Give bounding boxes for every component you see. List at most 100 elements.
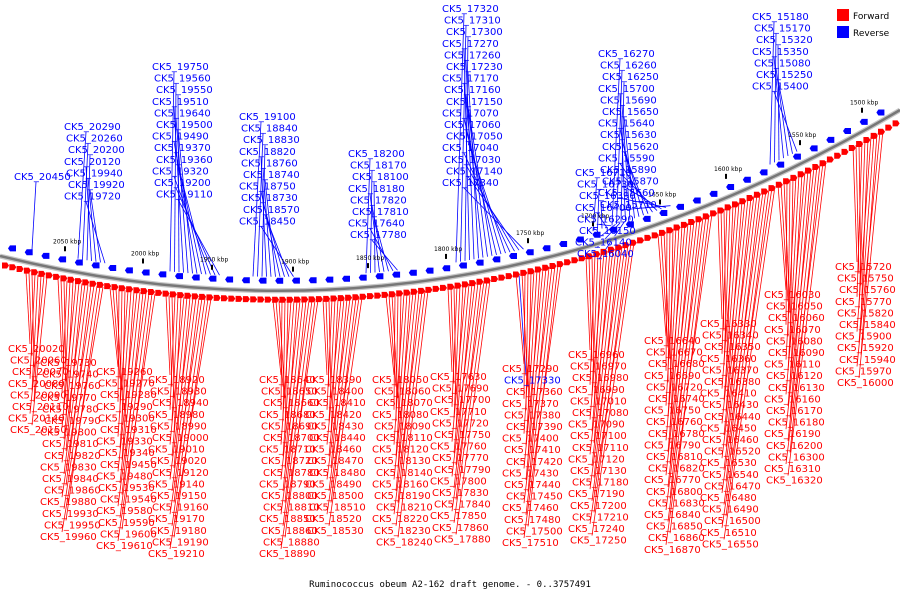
gene-label: CK5_16330 bbox=[700, 319, 757, 330]
reverse-gene-feature bbox=[24, 249, 33, 256]
gene-label: CK5_20080 bbox=[8, 379, 65, 390]
reverse-gene-feature bbox=[241, 277, 250, 284]
forward-gene-feature bbox=[323, 295, 331, 302]
gene-label: CK5_20150 bbox=[10, 425, 67, 436]
reverse-gene-feature bbox=[776, 161, 785, 168]
label-leader-line bbox=[451, 284, 467, 442]
gene-label: CK5_19510 bbox=[152, 97, 209, 108]
gene-label: CK5_18520 bbox=[305, 514, 362, 525]
gene-label: CK5_15080 bbox=[754, 58, 811, 69]
gene-label: CK5_19190 bbox=[152, 537, 209, 548]
gene-label: CK5_19820 bbox=[44, 451, 101, 462]
gene-label: CK5_17750 bbox=[434, 430, 491, 441]
gene-label: CK5_17210 bbox=[572, 512, 629, 523]
gene-label: CK5_17270 bbox=[442, 39, 499, 50]
gene-label: CK5_19330 bbox=[96, 437, 153, 448]
gene-label: CK5_20200 bbox=[68, 145, 125, 156]
label-leader-line bbox=[665, 220, 695, 476]
gene-label: CK5_17380 bbox=[504, 410, 561, 421]
label-leader-line bbox=[585, 257, 591, 351]
label-leader-line bbox=[395, 293, 408, 457]
gene-label: CK5_16090 bbox=[768, 348, 825, 359]
gene-label: CK5_16830 bbox=[648, 498, 705, 509]
label-leader-line bbox=[616, 70, 623, 225]
label-leader-line bbox=[856, 141, 863, 297]
forward-gene-feature bbox=[805, 167, 812, 174]
gene-labels: CK5_20450CK5_20290CK5_20260CK5_20200CK5_… bbox=[8, 4, 896, 560]
forward-gene-feature bbox=[133, 287, 141, 294]
gene-label: CK5_19500 bbox=[156, 120, 213, 131]
reverse-gene-feature bbox=[58, 256, 67, 263]
reverse-gene-feature bbox=[876, 109, 885, 116]
gene-label: CK5_16470 bbox=[704, 481, 761, 492]
label-leader-line bbox=[393, 292, 414, 480]
gene-label: CK5_16160 bbox=[764, 394, 821, 405]
label-leader-line bbox=[117, 293, 156, 542]
label-leader-line bbox=[63, 282, 80, 440]
gene-label: CK5_20450 bbox=[14, 172, 71, 183]
gene-label: CK5_19370 bbox=[154, 143, 211, 154]
scale-tick-mark bbox=[211, 264, 213, 270]
label-leader-line bbox=[769, 21, 775, 165]
gene-label: CK5_17330 bbox=[504, 376, 561, 387]
label-leader-line bbox=[463, 187, 524, 250]
gene-label: CK5_16260 bbox=[600, 61, 657, 72]
forward-gene-feature bbox=[571, 257, 579, 264]
label-leader-line bbox=[667, 226, 680, 418]
label-leader-line bbox=[787, 170, 809, 407]
reverse-gene-feature bbox=[358, 274, 367, 281]
gene-label: CK5_17830 bbox=[432, 488, 489, 499]
gene-label: CK5_18400 bbox=[307, 387, 364, 398]
gene-label: CK5_17100 bbox=[570, 431, 627, 442]
label-leader-line bbox=[61, 280, 68, 393]
forward-gene-feature bbox=[600, 248, 608, 255]
gene-label: CK5_19880 bbox=[40, 497, 97, 508]
forward-gene-feature bbox=[75, 278, 82, 285]
forward-gene-feature bbox=[359, 293, 367, 300]
gene-label: CK5_18800 bbox=[261, 491, 318, 502]
label-leader-line bbox=[611, 58, 621, 226]
label-leader-line bbox=[856, 136, 872, 332]
forward-gene-feature bbox=[9, 264, 17, 271]
forward-gene-feature bbox=[45, 272, 53, 279]
forward-gene-feature bbox=[111, 284, 119, 291]
gene-label: CK5_17300 bbox=[446, 27, 503, 38]
label-leader-line bbox=[395, 290, 426, 526]
forward-gene-feature bbox=[680, 221, 688, 228]
gene-label: CK5_16690 bbox=[644, 371, 701, 382]
forward-gene-feature bbox=[673, 224, 681, 231]
reverse-gene-feature bbox=[676, 203, 684, 210]
label-leader-line bbox=[589, 243, 632, 525]
gene-label: CK5_16110 bbox=[764, 360, 821, 371]
gene-label: CK5_18430 bbox=[307, 421, 364, 432]
forward-gene-feature bbox=[272, 296, 280, 303]
gene-label: CK5_19800 bbox=[40, 428, 97, 439]
forward-gene-feature bbox=[666, 227, 674, 234]
label-leader-line bbox=[119, 293, 150, 518]
forward-gene-feature bbox=[659, 229, 666, 236]
label-leader-line bbox=[463, 48, 470, 261]
gene-label: CK5_18190 bbox=[374, 491, 431, 502]
label-leader-line bbox=[451, 283, 476, 477]
gene-label: CK5_17460 bbox=[502, 503, 559, 514]
scale-tick-mark bbox=[861, 107, 863, 113]
scale-tick-mark bbox=[659, 199, 661, 205]
gene-label: CK5_20090 bbox=[10, 390, 67, 401]
forward-gene-feature bbox=[67, 276, 75, 283]
gene-label: CK5_17510 bbox=[502, 538, 559, 549]
gene-label: CK5_18180 bbox=[348, 184, 405, 195]
gene-label: CK5_19210 bbox=[148, 549, 205, 560]
forward-gene-feature bbox=[337, 295, 345, 302]
forward-gene-feature bbox=[177, 292, 185, 299]
gene-label: CK5_15870 bbox=[602, 177, 659, 188]
gene-label: CK5_18490 bbox=[305, 479, 362, 490]
gene-label: CK5_16780 bbox=[648, 429, 705, 440]
forward-gene-feature bbox=[155, 289, 163, 296]
forward-gene-feature bbox=[294, 296, 301, 303]
gene-label: CK5_18750 bbox=[239, 182, 296, 193]
label-leader-line bbox=[621, 205, 671, 211]
reverse-gene-feature bbox=[291, 277, 300, 284]
forward-gene-feature bbox=[82, 279, 90, 286]
label-leader-line bbox=[597, 189, 600, 230]
gene-label: CK5_18420 bbox=[305, 410, 362, 421]
